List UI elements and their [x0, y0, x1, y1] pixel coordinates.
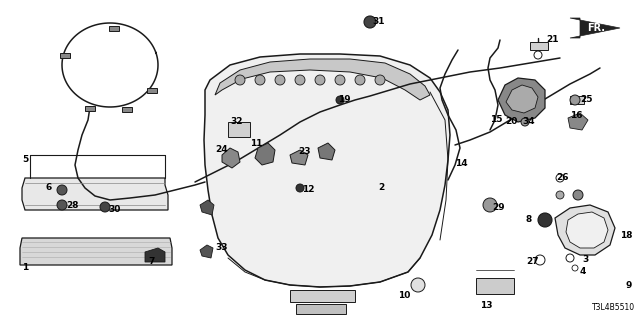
Text: 34: 34: [522, 117, 534, 126]
Text: 4: 4: [580, 268, 586, 276]
Text: 16: 16: [570, 110, 582, 119]
Bar: [228, 122, 250, 137]
Circle shape: [100, 202, 110, 212]
Circle shape: [570, 95, 580, 105]
Circle shape: [556, 174, 564, 182]
Circle shape: [483, 198, 497, 212]
Text: FR.: FR.: [587, 23, 605, 33]
Text: 11: 11: [250, 139, 262, 148]
Polygon shape: [145, 248, 165, 262]
Text: 26: 26: [556, 173, 568, 182]
Circle shape: [255, 75, 265, 85]
Circle shape: [534, 51, 542, 59]
Polygon shape: [506, 85, 538, 113]
Text: 30: 30: [108, 205, 120, 214]
Text: 3: 3: [582, 255, 588, 265]
Text: 1: 1: [22, 263, 28, 273]
Bar: [122, 107, 132, 112]
Bar: [476, 278, 514, 294]
Text: 33: 33: [215, 244, 227, 252]
Text: 24: 24: [215, 146, 228, 155]
Text: T3L4B5510: T3L4B5510: [592, 303, 635, 312]
Text: 31: 31: [372, 18, 385, 27]
Polygon shape: [204, 54, 450, 287]
Circle shape: [535, 255, 545, 265]
Polygon shape: [200, 200, 214, 215]
Polygon shape: [215, 59, 430, 100]
Circle shape: [57, 200, 67, 210]
Bar: [290, 290, 355, 302]
Bar: [570, 96, 584, 104]
Text: 8: 8: [525, 215, 531, 225]
Polygon shape: [222, 148, 240, 168]
Polygon shape: [20, 238, 172, 265]
Circle shape: [538, 213, 552, 227]
Polygon shape: [566, 212, 608, 248]
Circle shape: [235, 75, 245, 85]
Text: 14: 14: [455, 159, 468, 169]
Bar: [296, 304, 346, 314]
Circle shape: [355, 75, 365, 85]
Text: 19: 19: [338, 95, 351, 105]
Polygon shape: [200, 245, 213, 258]
Polygon shape: [318, 143, 335, 160]
Text: 9: 9: [625, 281, 632, 290]
Text: 5: 5: [22, 156, 28, 164]
Bar: [60, 53, 70, 58]
Circle shape: [411, 278, 425, 292]
Text: 27: 27: [526, 258, 539, 267]
Circle shape: [335, 75, 345, 85]
Polygon shape: [568, 113, 588, 130]
Text: 28: 28: [66, 201, 79, 210]
Polygon shape: [570, 18, 620, 38]
Text: 32: 32: [230, 117, 243, 126]
Polygon shape: [290, 150, 308, 165]
Circle shape: [336, 96, 344, 104]
Circle shape: [315, 75, 325, 85]
Bar: [147, 88, 157, 93]
Text: 20: 20: [505, 117, 517, 126]
Circle shape: [573, 190, 583, 200]
Bar: [109, 26, 119, 31]
Circle shape: [566, 254, 574, 262]
Circle shape: [275, 75, 285, 85]
Circle shape: [521, 118, 529, 126]
Circle shape: [295, 75, 305, 85]
Text: 23: 23: [298, 148, 310, 156]
Text: 25: 25: [580, 95, 593, 105]
Circle shape: [375, 75, 385, 85]
Text: 7: 7: [148, 258, 154, 267]
Polygon shape: [22, 178, 168, 210]
Text: 13: 13: [480, 300, 493, 309]
Bar: [530, 42, 548, 50]
Circle shape: [364, 16, 376, 28]
Text: 2: 2: [378, 183, 384, 193]
Text: 12: 12: [302, 186, 314, 195]
Circle shape: [57, 185, 67, 195]
Polygon shape: [498, 78, 545, 122]
Text: 18: 18: [620, 230, 632, 239]
Text: 6: 6: [46, 183, 52, 193]
Text: 10: 10: [398, 292, 410, 300]
Circle shape: [556, 191, 564, 199]
Text: 15: 15: [490, 116, 502, 124]
Polygon shape: [255, 143, 275, 165]
Bar: [85, 106, 95, 111]
Circle shape: [296, 184, 304, 192]
Circle shape: [572, 265, 578, 271]
Text: 29: 29: [492, 203, 504, 212]
Text: 21: 21: [546, 36, 559, 44]
Polygon shape: [555, 205, 615, 255]
